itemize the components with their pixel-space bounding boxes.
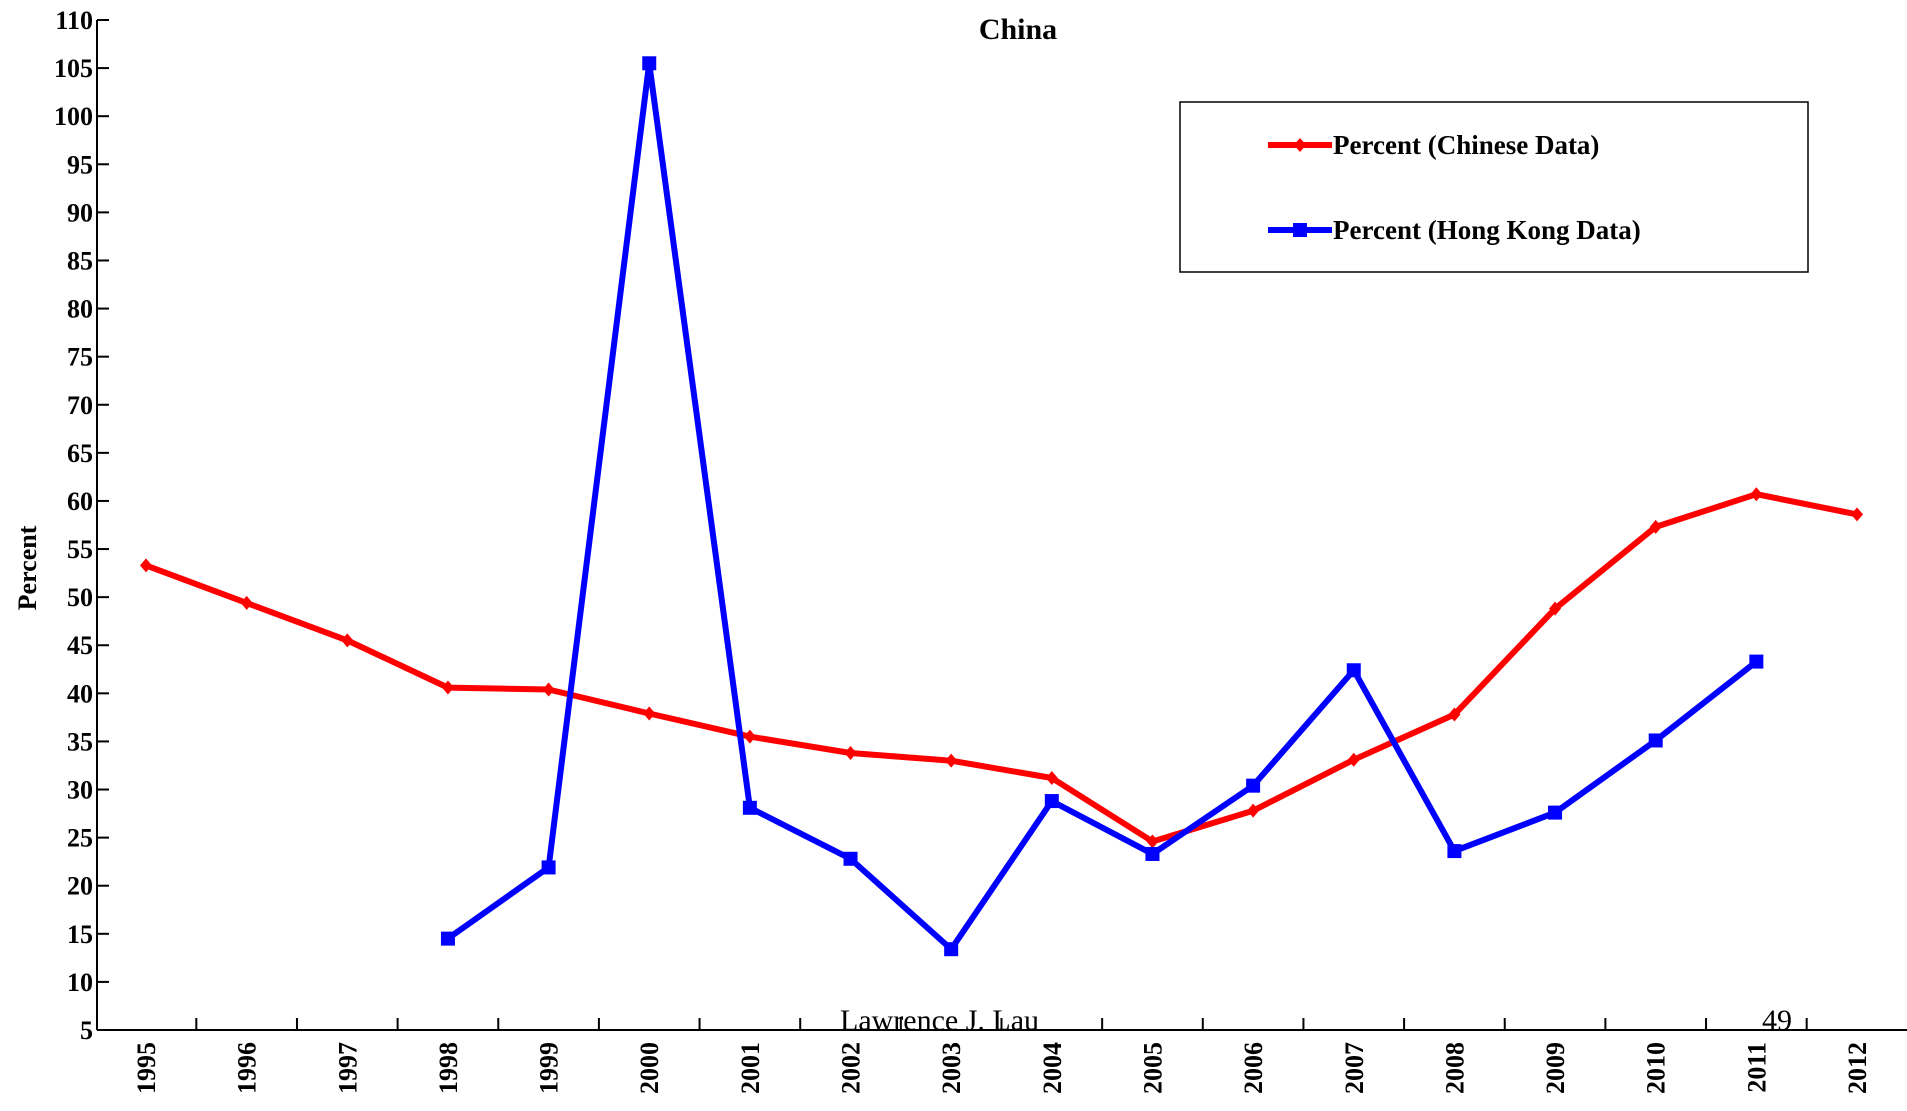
- data-point: [1448, 707, 1461, 722]
- data-point: [240, 595, 253, 610]
- y-tick-label: 10: [67, 968, 93, 997]
- x-tick-label: 1999: [535, 1042, 564, 1094]
- y-tick-label: 25: [67, 824, 93, 853]
- y-axis-ticks: 5 10 15 20 25 30 35 40 45 50 55 60 65 70 75 80 85 90 95 100…: [54, 6, 109, 1045]
- data-point: [742, 800, 757, 815]
- data-point: [140, 558, 152, 573]
- y-tick-label: 70: [67, 391, 93, 420]
- data-point: [441, 680, 454, 695]
- x-tick-label: 2009: [1541, 1042, 1570, 1094]
- x-tick-label: 2011: [1742, 1042, 1771, 1093]
- y-tick-label: 65: [67, 439, 93, 468]
- x-tick-label: 2004: [1038, 1042, 1067, 1094]
- footer-author: Lawrence J. Lau: [840, 1004, 1039, 1037]
- data-point: [542, 682, 555, 697]
- data-point: [1246, 778, 1261, 793]
- x-tick-label: 2005: [1138, 1042, 1167, 1094]
- y-tick-label: 35: [67, 727, 93, 756]
- x-tick-label: 2002: [837, 1042, 866, 1094]
- y-tick-label: 20: [67, 872, 93, 901]
- data-point: [743, 729, 756, 744]
- data-point: [1247, 803, 1260, 818]
- data-point: [1044, 794, 1059, 809]
- y-tick-label: 85: [67, 246, 93, 275]
- y-tick-label: 95: [67, 150, 93, 179]
- x-tick-label: 1997: [333, 1042, 362, 1094]
- y-tick-label: 90: [67, 198, 93, 227]
- x-tick-label: 2010: [1642, 1042, 1671, 1094]
- x-tick-label: 1996: [233, 1042, 262, 1094]
- data-point: [945, 753, 958, 768]
- data-point: [1146, 834, 1159, 849]
- y-tick-label: 75: [67, 343, 93, 372]
- legend-label: Percent (Hong Kong Data): [1333, 215, 1641, 245]
- x-tick-label: 2001: [736, 1042, 765, 1094]
- y-tick-label: 55: [67, 535, 93, 564]
- x-tick-label: 2012: [1843, 1042, 1872, 1094]
- data-point: [1649, 519, 1662, 534]
- series-hong-kong-data: [440, 56, 1764, 957]
- legend-marker: [1293, 223, 1307, 237]
- data-point: [1549, 601, 1562, 616]
- series-line: [446, 60, 1759, 953]
- data-point: [1851, 507, 1863, 522]
- data-point: [1347, 752, 1360, 767]
- data-point: [642, 56, 657, 71]
- legend-label: Percent (Chinese Data): [1333, 130, 1599, 160]
- data-point: [541, 860, 556, 875]
- x-tick-label: 2000: [635, 1042, 664, 1094]
- y-tick-label: 30: [67, 776, 93, 805]
- legend-marker: [1294, 138, 1306, 152]
- y-tick-label: 80: [67, 295, 93, 324]
- y-tick-label: 110: [55, 6, 93, 35]
- data-point: [1750, 487, 1763, 502]
- legend: Percent (Chinese Data) Percent (Hong Kong…: [1179, 101, 1809, 273]
- x-tick-label: 2008: [1440, 1042, 1469, 1094]
- y-tick-label: 40: [67, 679, 93, 708]
- data-point: [341, 633, 354, 648]
- y-axis-label: Percent: [13, 525, 42, 610]
- data-point: [843, 851, 858, 866]
- y-tick-label: 5: [80, 1016, 93, 1045]
- y-tick-label: 45: [67, 631, 93, 660]
- series-layer: [140, 56, 1863, 957]
- data-point: [1045, 770, 1058, 785]
- y-tick-label: 50: [67, 583, 93, 612]
- y-tick-label: 15: [67, 920, 93, 949]
- y-tick-label: 100: [54, 102, 93, 131]
- page-number: 49: [1762, 1004, 1792, 1037]
- series-line: [144, 491, 1858, 845]
- data-point: [643, 706, 656, 721]
- data-point: [1548, 805, 1563, 820]
- y-tick-label: 60: [67, 487, 93, 516]
- data-point: [1749, 654, 1764, 669]
- x-tick-label: 2006: [1239, 1042, 1268, 1094]
- x-tick-label: 2007: [1340, 1042, 1369, 1094]
- y-tick-label: 105: [54, 54, 93, 83]
- legend-entry: Percent (Chinese Data): [1268, 130, 1599, 160]
- x-tick-label: 2003: [937, 1042, 966, 1094]
- legend-box: [1179, 101, 1809, 273]
- chart-title: China: [979, 13, 1057, 46]
- data-point: [1447, 844, 1462, 859]
- x-tick-label: 1998: [434, 1042, 463, 1094]
- data-point: [1346, 663, 1361, 678]
- data-point: [944, 942, 959, 957]
- legend-entry: Percent (Hong Kong Data): [1268, 215, 1641, 245]
- data-point: [844, 745, 857, 760]
- series-chinese-data: [140, 487, 1863, 849]
- x-axis-ticks: 1995 1996 1997 1998 1999 2000 2001 2002 2003 2004…: [132, 1018, 1872, 1094]
- x-tick-label: 1995: [132, 1042, 161, 1094]
- data-point: [1648, 733, 1663, 748]
- data-point: [1145, 846, 1160, 861]
- data-point: [440, 931, 455, 946]
